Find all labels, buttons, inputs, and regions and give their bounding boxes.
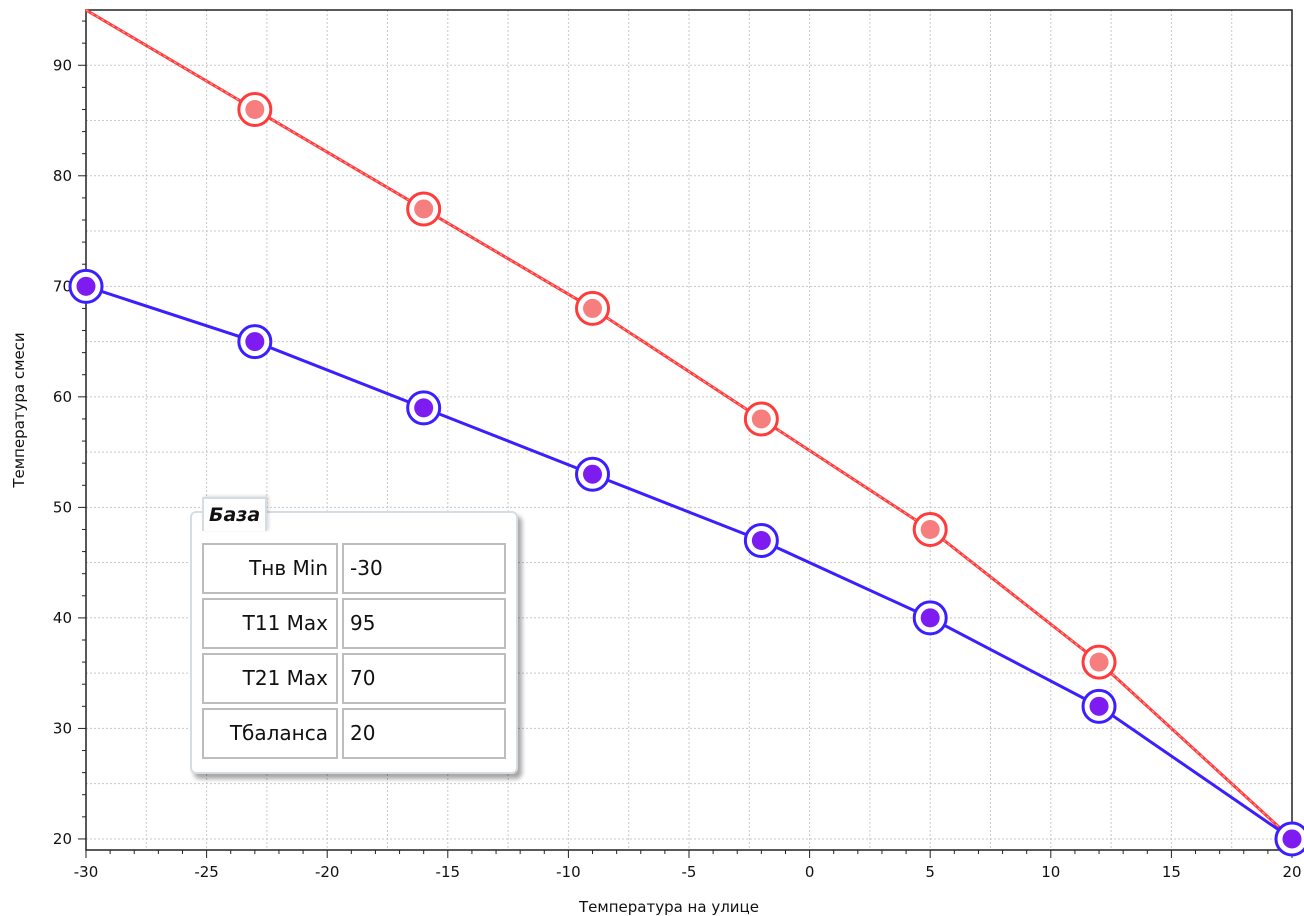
data-point bbox=[751, 531, 771, 551]
parameter-rows: Tнв Min -30 T11 Max 95 T21 Max 70 Tбалан… bbox=[202, 541, 510, 761]
axis-ticks: -30 -25 -20 -15 -10 -5 0 5 10 15 20 20 30 40 50 60 70 80 9… bbox=[53, 20, 1302, 881]
x-tick-label: 15 bbox=[1162, 863, 1181, 881]
x-tick-label: -25 bbox=[194, 863, 219, 881]
x-tick-label: 10 bbox=[1041, 863, 1060, 881]
series-line-dash-0 bbox=[85, 9, 1293, 840]
data-point bbox=[76, 276, 96, 296]
param-input-t21-max[interactable]: 70 bbox=[342, 653, 506, 704]
series-layer bbox=[85, 8, 1294, 841]
param-input-t11-max[interactable]: 95 bbox=[342, 598, 506, 649]
data-point bbox=[245, 332, 265, 352]
data-point bbox=[414, 398, 434, 418]
param-label-t11-max: T11 Max bbox=[202, 598, 338, 649]
param-label-tnv-min: Tнв Min bbox=[202, 543, 338, 594]
x-tick-label: -10 bbox=[556, 863, 581, 881]
x-axis-title: Температура на улице bbox=[578, 898, 759, 916]
data-point bbox=[751, 409, 771, 429]
data-point bbox=[1089, 696, 1109, 716]
param-row-t11-max: T11 Max 95 bbox=[202, 596, 510, 651]
data-point bbox=[920, 519, 940, 539]
y-tick-label: 30 bbox=[53, 719, 72, 737]
x-tick-label: -5 bbox=[682, 863, 697, 881]
param-input-tbalance[interactable]: 20 bbox=[342, 708, 506, 759]
x-tick-label: -15 bbox=[436, 863, 461, 881]
markers-layer bbox=[68, 91, 1304, 857]
x-tick-label: -20 bbox=[315, 863, 340, 881]
y-tick-label: 70 bbox=[53, 277, 72, 295]
y-axis-title: Температура смеси bbox=[10, 332, 28, 488]
y-tick-label: 50 bbox=[53, 498, 72, 516]
data-point bbox=[583, 464, 603, 484]
param-input-tnv-min[interactable]: -30 bbox=[342, 543, 506, 594]
param-row-tnv-min: Tнв Min -30 bbox=[202, 541, 510, 596]
x-tick-label: 0 bbox=[805, 863, 815, 881]
param-label-t21-max: T21 Max bbox=[202, 653, 338, 704]
x-tick-label: 20 bbox=[1282, 863, 1301, 881]
y-tick-label: 60 bbox=[53, 388, 72, 406]
panel-title: База bbox=[202, 497, 268, 531]
y-tick-label: 40 bbox=[53, 609, 72, 627]
param-label-tbalance: Tбаланса bbox=[202, 708, 338, 759]
param-row-t21-max: T21 Max 70 bbox=[202, 651, 510, 706]
y-tick-label: 80 bbox=[53, 167, 72, 185]
data-point bbox=[1282, 829, 1302, 849]
data-point bbox=[920, 608, 940, 628]
data-point bbox=[414, 199, 434, 219]
param-row-tbalance: Tбаланса 20 bbox=[202, 706, 510, 761]
y-tick-label: 90 bbox=[53, 56, 72, 74]
data-point bbox=[1089, 652, 1109, 672]
x-tick-label: -30 bbox=[74, 863, 99, 881]
data-point bbox=[245, 99, 265, 119]
y-tick-label: 20 bbox=[53, 830, 72, 848]
series-line-1 bbox=[85, 284, 1293, 841]
parameters-panel: База Tнв Min -30 T11 Max 95 T21 Max 70 T… bbox=[190, 497, 520, 774]
data-point bbox=[583, 298, 603, 318]
x-tick-label: 5 bbox=[925, 863, 935, 881]
